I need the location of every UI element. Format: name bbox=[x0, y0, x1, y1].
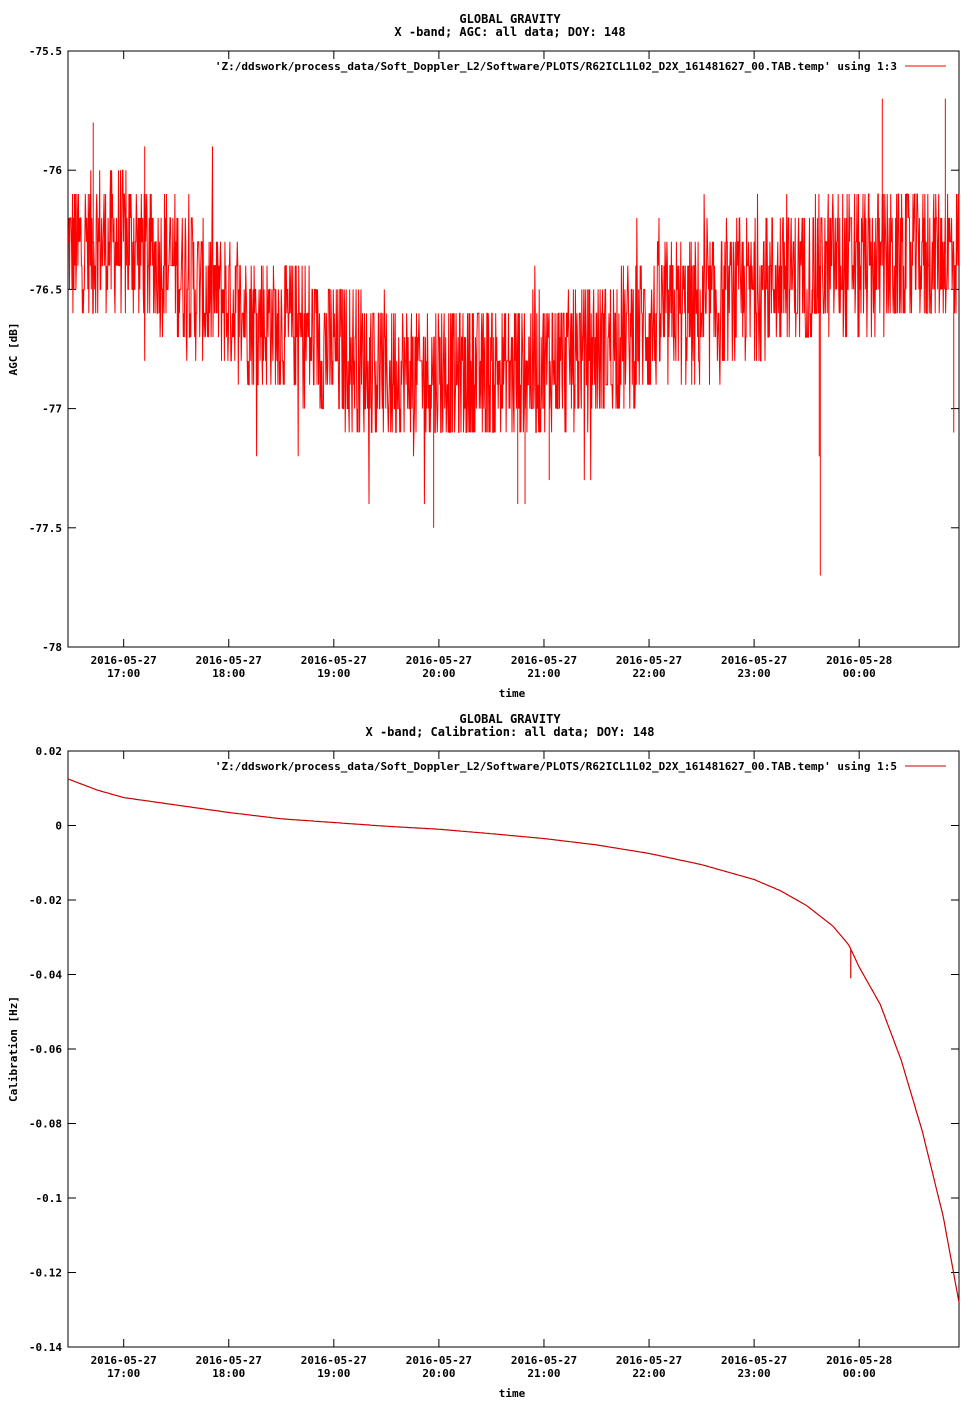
agc-y-axis-label: AGC [dB] bbox=[7, 323, 20, 376]
x-tick-date-label: 2016-05-28 bbox=[826, 654, 892, 667]
y-tick-label: -0.04 bbox=[29, 969, 62, 982]
x-tick-time-label: 17:00 bbox=[107, 667, 140, 680]
y-tick-label: -75.5 bbox=[29, 45, 62, 58]
x-tick-date-label: 2016-05-27 bbox=[91, 1354, 157, 1367]
x-tick-date-label: 2016-05-27 bbox=[616, 654, 682, 667]
x-tick-time-label: 00:00 bbox=[843, 1367, 876, 1380]
y-tick-label: -76.5 bbox=[29, 283, 62, 296]
y-tick-label: 0.02 bbox=[36, 745, 63, 758]
x-tick-time-label: 18:00 bbox=[212, 667, 245, 680]
x-tick-date-label: 2016-05-28 bbox=[826, 1354, 892, 1367]
x-tick-date-label: 2016-05-27 bbox=[511, 1354, 577, 1367]
calibration-legend-label: 'Z:/ddswork/process_data/Soft_Doppler_L2… bbox=[215, 760, 897, 773]
x-tick-time-label: 19:00 bbox=[317, 1367, 350, 1380]
y-tick-label: -0.12 bbox=[29, 1267, 62, 1280]
y-tick-label: -77 bbox=[42, 403, 62, 416]
x-tick-date-label: 2016-05-27 bbox=[91, 654, 157, 667]
agc-legend-label: 'Z:/ddswork/process_data/Soft_Doppler_L2… bbox=[215, 60, 897, 73]
x-tick-time-label: 21:00 bbox=[527, 1367, 560, 1380]
agc-chart-title: GLOBAL GRAVITY bbox=[459, 12, 561, 26]
calibration-x-axis-label: time bbox=[499, 1387, 526, 1400]
x-tick-date-label: 2016-05-27 bbox=[196, 654, 262, 667]
x-tick-time-label: 20:00 bbox=[422, 1367, 455, 1380]
y-tick-label: -78 bbox=[42, 641, 62, 654]
y-tick-label: 0 bbox=[55, 820, 62, 833]
x-tick-date-label: 2016-05-27 bbox=[511, 654, 577, 667]
x-tick-time-label: 23:00 bbox=[738, 667, 771, 680]
plot-frame bbox=[67, 50, 960, 648]
x-tick-date-label: 2016-05-27 bbox=[721, 1354, 787, 1367]
x-tick-date-label: 2016-05-27 bbox=[301, 1354, 367, 1367]
agc-chart-subtitle: X -band; AGC: all data; DOY: 148 bbox=[394, 25, 625, 39]
x-tick-date-label: 2016-05-27 bbox=[196, 1354, 262, 1367]
y-tick-label: -0.1 bbox=[36, 1192, 63, 1205]
x-tick-time-label: 18:00 bbox=[212, 1367, 245, 1380]
calibration-chart: GLOBAL GRAVITY X -band; Calibration: all… bbox=[7, 712, 960, 1400]
x-tick-time-label: 17:00 bbox=[107, 1367, 140, 1380]
x-tick-time-label: 19:00 bbox=[317, 667, 350, 680]
x-tick-time-label: 23:00 bbox=[738, 1367, 771, 1380]
x-tick-time-label: 00:00 bbox=[843, 667, 876, 680]
agc-chart: GLOBAL GRAVITY X -band; AGC: all data; D… bbox=[7, 12, 960, 700]
y-tick-label: -0.02 bbox=[29, 894, 62, 907]
calibration-chart-subtitle: X -band; Calibration: all data; DOY: 148 bbox=[366, 725, 655, 739]
x-tick-time-label: 22:00 bbox=[632, 1367, 665, 1380]
x-tick-date-label: 2016-05-27 bbox=[616, 1354, 682, 1367]
agc-series-line bbox=[68, 146, 960, 505]
agc-x-axis-label: time bbox=[499, 687, 526, 700]
y-tick-label: -77.5 bbox=[29, 522, 62, 535]
x-tick-date-label: 2016-05-27 bbox=[406, 1354, 472, 1367]
x-tick-time-label: 20:00 bbox=[422, 667, 455, 680]
x-tick-time-label: 22:00 bbox=[632, 667, 665, 680]
y-tick-label: -0.06 bbox=[29, 1043, 62, 1056]
y-tick-label: -0.08 bbox=[29, 1118, 62, 1131]
calibration-y-axis-label: Calibration [Hz] bbox=[7, 996, 20, 1102]
calibration-series-line bbox=[67, 778, 960, 1303]
calibration-chart-title: GLOBAL GRAVITY bbox=[459, 712, 561, 726]
x-tick-date-label: 2016-05-27 bbox=[721, 654, 787, 667]
x-tick-time-label: 21:00 bbox=[527, 667, 560, 680]
plot-frame bbox=[67, 750, 960, 1348]
y-tick-label: -0.14 bbox=[29, 1341, 62, 1354]
x-tick-date-label: 2016-05-27 bbox=[406, 654, 472, 667]
x-tick-date-label: 2016-05-27 bbox=[301, 654, 367, 667]
y-tick-label: -76 bbox=[42, 164, 62, 177]
